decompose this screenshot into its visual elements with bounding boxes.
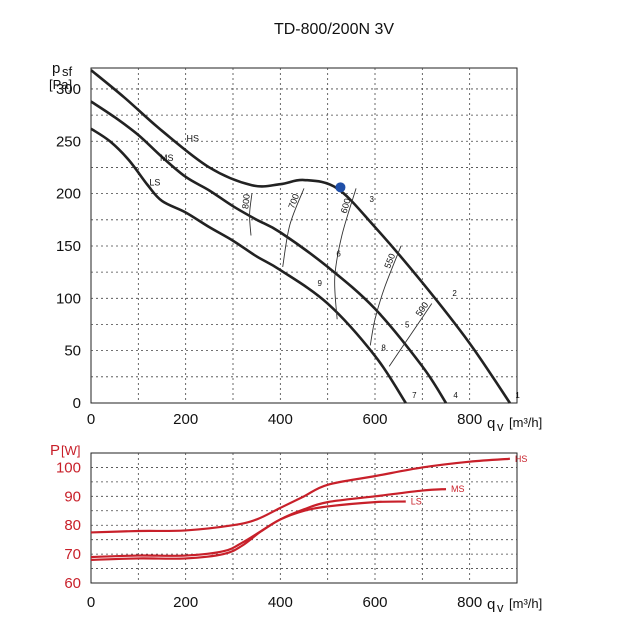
operating-point-label: 3 [370, 195, 375, 204]
rpm-line [334, 188, 357, 320]
pressure-y-tick: 0 [73, 395, 81, 412]
pressure-x-tick: 400 [268, 411, 293, 428]
rpm-line [282, 188, 305, 267]
power-y-tick: 60 [64, 575, 81, 592]
power-curve-label: HS [515, 454, 528, 464]
operating-point-label: 2 [452, 289, 457, 298]
operating-point-label: 5 [405, 321, 410, 330]
power-x-unit: [m³/h] [509, 596, 542, 611]
pressure-curve-label: HS [187, 133, 200, 143]
power-x-label: q [487, 596, 495, 613]
power-y-tick: 70 [64, 546, 81, 563]
chart-title: TD-800/200N 3V [274, 21, 394, 38]
pressure-curve-hs [90, 69, 511, 404]
pressure-curve-label: MS [160, 153, 174, 163]
selected-operating-point [335, 182, 346, 193]
power-y-tick: 80 [64, 517, 81, 534]
pressure-y-label-sub: sf [62, 64, 73, 79]
pressure-y-tick: 100 [56, 290, 81, 307]
rpm-line [249, 193, 253, 236]
rpm-label: 800 [240, 193, 252, 209]
pressure-x-label-sub: v [497, 419, 504, 434]
power-x-label-sub: v [497, 600, 504, 615]
pressure-y-tick: 300 [56, 81, 81, 98]
pressure-x-unit: [m³/h] [509, 415, 542, 430]
pressure-y-unit: [Pa] [49, 77, 72, 92]
rpm-label: 550 [382, 252, 397, 270]
power-x-tick: 200 [173, 594, 198, 611]
power-x-tick: 400 [268, 594, 293, 611]
power-x-tick: 800 [457, 594, 482, 611]
pressure-x-tick: 800 [457, 411, 482, 428]
pressure-y-label: p [52, 60, 60, 77]
power-curve-ms [90, 488, 447, 559]
operating-point-label: 8 [381, 344, 386, 353]
operating-point-label: 1 [515, 391, 520, 400]
pressure-chart: 0 50 100 150 200 250 300 0 200 400 600 800 p sf[Pa] q v… [49, 60, 542, 434]
pressure-x-label: q [487, 415, 495, 432]
pressure-y-tick: 250 [56, 133, 81, 150]
pressure-x-tick: 200 [173, 411, 198, 428]
power-chart: 60 70 80 90 100 0 200 400 600 800 P [W] q v [m³/h] HS MS… [50, 442, 542, 615]
pressure-curve-label: LS [149, 177, 160, 187]
operating-point-label: 7 [412, 391, 417, 400]
power-y-unit: [W] [61, 443, 81, 458]
pressure-y-tick: 150 [56, 238, 81, 255]
power-y-tick: 90 [64, 488, 81, 505]
pressure-x-tick: 600 [362, 411, 387, 428]
rpm-label: 500 [414, 300, 431, 318]
power-x-tick: 0 [87, 594, 95, 611]
rpm-line [388, 303, 433, 367]
pressure-y-tick: 50 [64, 343, 81, 360]
operating-point-label: 6 [336, 249, 341, 258]
power-curve-hs [90, 457, 510, 534]
pressure-curve-ms [90, 100, 448, 404]
power-plot-frame [90, 452, 518, 584]
pressure-curve-ls [90, 127, 407, 404]
rpm-label: 600 [339, 197, 353, 214]
power-y-tick: 100 [56, 459, 81, 476]
power-x-tick: 600 [362, 594, 387, 611]
operating-point-label: 4 [453, 391, 458, 400]
pressure-plot-frame [90, 67, 518, 404]
pressure-y-tick: 200 [56, 186, 81, 203]
power-y-label: P [50, 442, 60, 459]
power-curve-label: LS [411, 497, 422, 507]
operating-point-label: 9 [317, 279, 322, 288]
rpm-line [369, 245, 402, 346]
power-curve-ls [90, 500, 406, 561]
rpm-label: 700 [286, 192, 301, 210]
pressure-x-tick: 0 [87, 411, 95, 428]
power-curve-label: MS [451, 484, 465, 494]
